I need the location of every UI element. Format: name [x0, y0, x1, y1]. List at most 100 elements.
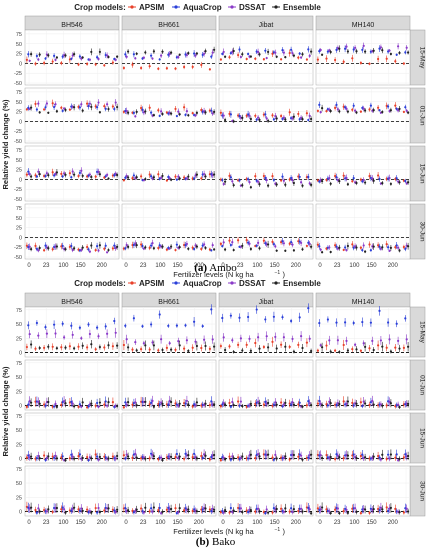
- data-point: [177, 456, 180, 460]
- data-point: [381, 508, 384, 511]
- data-point: [282, 179, 285, 182]
- data-point: [381, 453, 384, 456]
- data-point: [398, 249, 401, 252]
- data-point: [379, 247, 382, 251]
- data-point: [345, 508, 348, 511]
- data-point: [160, 338, 163, 341]
- data-point: [185, 110, 188, 113]
- data-point: [127, 346, 130, 349]
- data-point: [94, 63, 97, 66]
- data-point: [402, 511, 405, 514]
- data-point: [254, 510, 257, 513]
- strip-date-label: 01-Jun: [419, 375, 426, 395]
- data-point: [125, 243, 128, 247]
- data-point: [38, 53, 41, 56]
- data-point: [241, 404, 244, 408]
- data-point: [140, 347, 143, 351]
- data-point: [60, 508, 63, 511]
- data-point: [258, 510, 261, 513]
- panel-frame: [315, 87, 411, 144]
- data-point: [258, 53, 261, 56]
- data-point: [185, 242, 188, 246]
- data-point: [148, 246, 151, 250]
- data-point: [152, 455, 155, 458]
- data-point: [247, 510, 250, 514]
- data-point: [265, 56, 268, 60]
- data-point: [174, 507, 177, 510]
- x-axis-label-sup: −1: [275, 270, 281, 276]
- data-point: [96, 401, 99, 405]
- data-point: [175, 114, 178, 118]
- data-point: [262, 58, 265, 61]
- data-point: [68, 345, 71, 348]
- data-point: [96, 106, 99, 109]
- data-point: [228, 401, 231, 405]
- data-point: [300, 116, 303, 119]
- data-point: [397, 45, 400, 48]
- data-point: [221, 316, 224, 320]
- data-point: [355, 510, 358, 513]
- data-point: [141, 244, 144, 248]
- data-point: [61, 506, 64, 509]
- data-point: [122, 406, 125, 409]
- data-point: [144, 400, 147, 403]
- data-point: [262, 345, 265, 349]
- data-point: [275, 55, 278, 58]
- data-point: [245, 343, 248, 346]
- data-point: [389, 182, 392, 186]
- panel-frame: [315, 145, 411, 202]
- data-point: [98, 510, 101, 514]
- data-point: [30, 455, 33, 458]
- data-point: [151, 57, 154, 60]
- data-point: [191, 346, 194, 349]
- data-point: [63, 508, 66, 511]
- y-tick-label: 0: [19, 509, 22, 515]
- legend-label-aquacrop: AquaCrop: [183, 3, 222, 12]
- data-point: [60, 172, 63, 175]
- data-point: [248, 114, 251, 117]
- data-point: [364, 181, 367, 184]
- data-point: [150, 111, 153, 114]
- data-point: [116, 404, 119, 408]
- data-point: [381, 345, 384, 348]
- data-point: [247, 457, 250, 460]
- data-point: [103, 403, 106, 406]
- data-point: [54, 402, 57, 405]
- y-tick-label: 0: [19, 177, 22, 183]
- data-point: [387, 509, 390, 513]
- data-point: [90, 50, 93, 54]
- data-point: [106, 251, 109, 254]
- strip-date-label: 01-Jun: [419, 106, 426, 126]
- data-point: [351, 108, 354, 111]
- data-point: [210, 308, 213, 311]
- data-point: [204, 454, 207, 457]
- data-point: [165, 179, 168, 182]
- data-point: [351, 180, 354, 183]
- data-point: [38, 510, 41, 513]
- data-point: [378, 245, 381, 248]
- data-point: [241, 116, 244, 119]
- data-point: [219, 405, 222, 408]
- data-point: [377, 344, 380, 347]
- data-point: [122, 454, 125, 457]
- data-point: [148, 510, 151, 513]
- data-point: [389, 246, 392, 249]
- data-point: [248, 404, 251, 407]
- data-point: [55, 171, 59, 174]
- data-point: [81, 56, 84, 59]
- data-point: [280, 507, 283, 510]
- data-point: [280, 401, 283, 404]
- data-point: [354, 507, 357, 510]
- strip-variety-label: MH140: [352, 299, 375, 306]
- data-point: [329, 512, 332, 515]
- data-point: [298, 240, 301, 243]
- data-point: [328, 339, 331, 342]
- data-point: [249, 509, 252, 512]
- data-point: [47, 400, 50, 404]
- data-point: [64, 346, 67, 349]
- data-point: [47, 111, 50, 114]
- data-point: [187, 247, 190, 250]
- data-point: [54, 172, 57, 176]
- data-point: [170, 348, 173, 351]
- data-point: [310, 512, 313, 515]
